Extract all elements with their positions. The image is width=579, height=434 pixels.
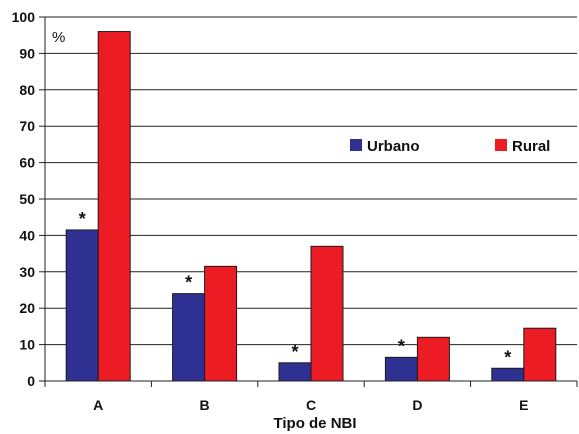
y-tick-label: 100 [12, 9, 36, 25]
x-axis-title: Tipo de NBI [273, 415, 356, 432]
bar-rural-d [417, 337, 449, 381]
y-tick-label: 70 [19, 118, 35, 134]
legend-swatch-rural [495, 139, 507, 151]
y-tick-labels: 0 10 20 30 40 50 60 70 80 90 100 [12, 9, 36, 389]
bar-rural-e [524, 328, 556, 381]
significance-marker: * [504, 347, 511, 367]
x-tick-label: A [93, 397, 103, 413]
bars [66, 32, 556, 381]
bar-urbano-a [66, 230, 98, 381]
y-tick-label: 0 [27, 373, 35, 389]
legend: Urbano Rural [350, 138, 550, 155]
significance-marker: * [79, 209, 86, 229]
x-tick-label: B [200, 397, 210, 413]
bar-rural-c [311, 246, 343, 381]
significance-marker: * [398, 336, 405, 356]
bar-urbano-d [385, 357, 417, 381]
y-axis-unit: % [52, 29, 65, 46]
y-tick-label: 40 [19, 227, 35, 243]
significance-marker: * [291, 342, 298, 362]
x-tick-label: D [412, 397, 422, 413]
bar-urbano-c [279, 363, 311, 381]
y-tick-label: 50 [19, 191, 35, 207]
legend-swatch-urbano [350, 139, 362, 151]
y-tick-label: 30 [19, 264, 35, 280]
x-tick-label: C [306, 397, 316, 413]
y-tick-label: 60 [19, 155, 35, 171]
x-tick-labels: A B C D E [93, 397, 528, 413]
y-tick-label: 20 [19, 300, 35, 316]
bar-rural-a [98, 32, 130, 381]
y-tick-label: 80 [19, 82, 35, 98]
bar-urbano-e [492, 368, 524, 381]
significance-marker: * [185, 273, 192, 293]
bar-rural-b [205, 266, 237, 381]
x-tick-label: E [519, 397, 528, 413]
y-tick-label: 90 [19, 45, 35, 61]
legend-label-rural: Rural [512, 138, 550, 155]
y-tick-label: 10 [19, 337, 35, 353]
legend-label-urbano: Urbano [367, 138, 420, 155]
bar-urbano-b [173, 294, 205, 381]
